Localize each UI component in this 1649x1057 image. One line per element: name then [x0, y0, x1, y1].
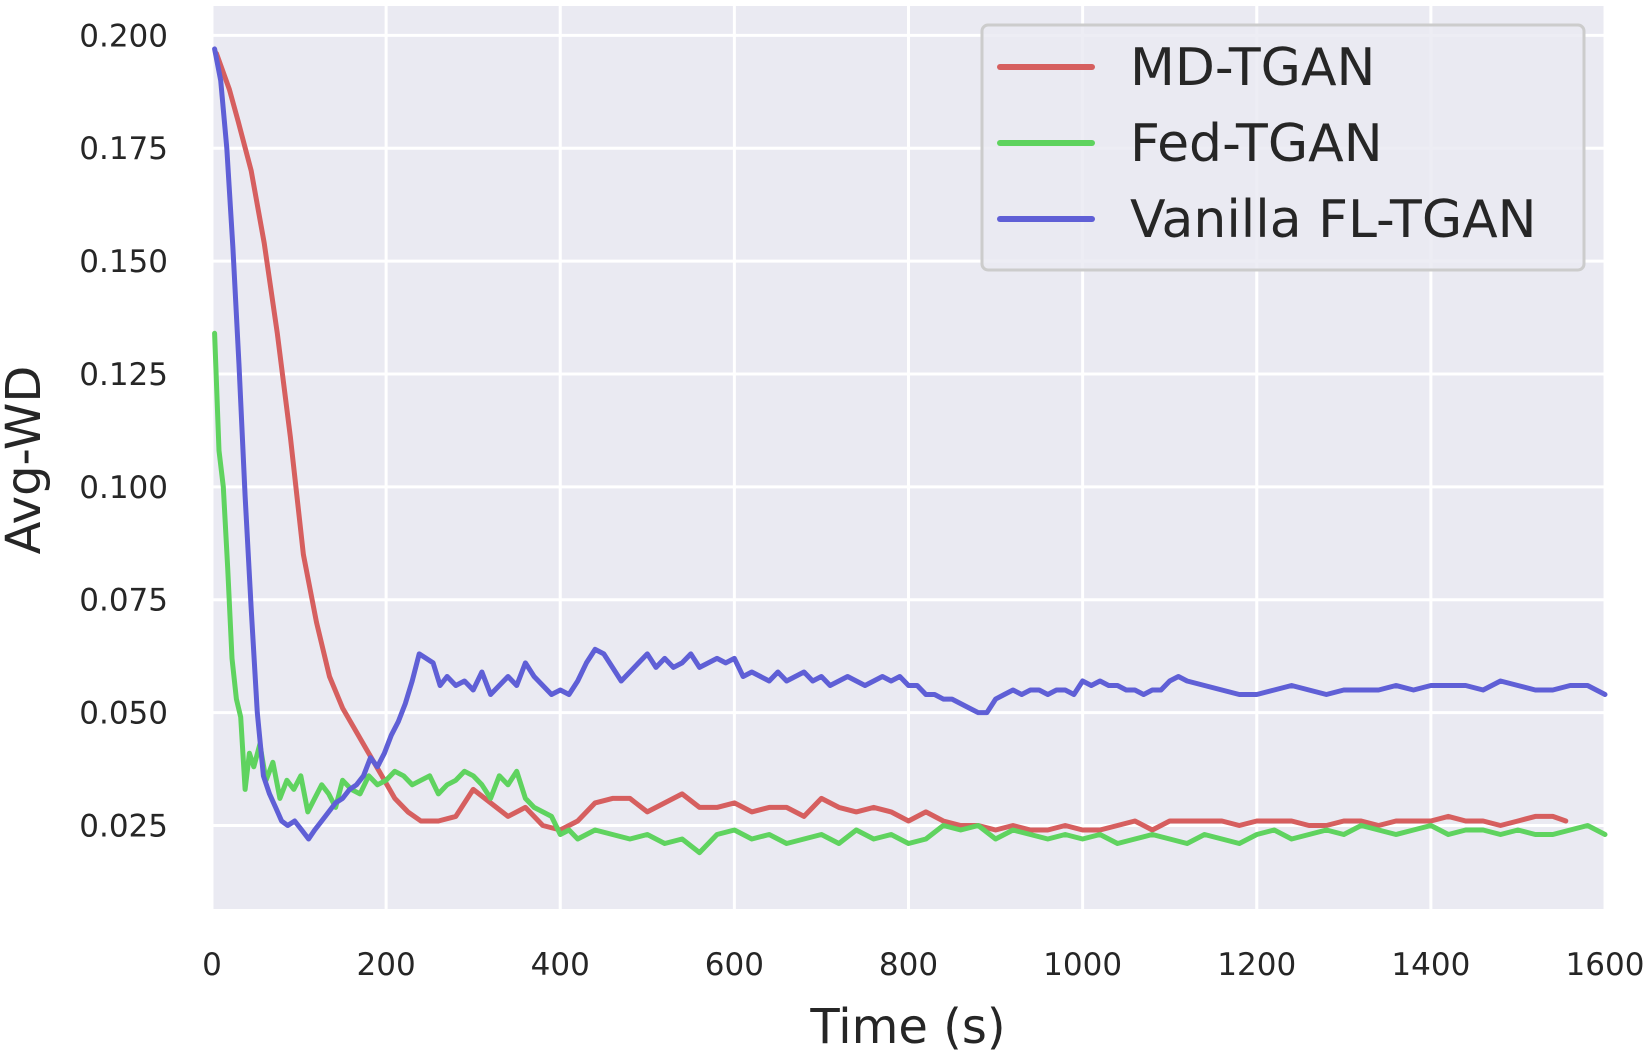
- y-tick-label: 0.175: [79, 131, 168, 167]
- x-tick-label: 1600: [1566, 947, 1645, 983]
- x-tick-label: 800: [879, 947, 938, 983]
- legend-label: Vanilla FL-TGAN: [1130, 190, 1537, 250]
- y-tick-label: 0.125: [79, 357, 168, 393]
- y-tick-label: 0.050: [79, 696, 168, 732]
- x-tick-label: 1400: [1391, 947, 1470, 983]
- y-tick-label: 0.150: [79, 244, 168, 280]
- y-tick-labels: 0.025 0.050 0.075 0.100 0.125 0.150 0.175 0.200: [79, 18, 168, 844]
- legend-label: Fed-TGAN: [1130, 114, 1383, 174]
- legend: MD-TGAN Fed-TGAN Vanilla FL-TGAN: [980, 23, 1586, 272]
- x-tick-label: 1200: [1217, 947, 1296, 983]
- y-tick-label: 0.100: [79, 470, 168, 506]
- x-tick-label: 400: [531, 947, 590, 983]
- series-line-vanilla-fl-tgan: [212, 46, 1608, 842]
- x-tick-label: 0: [202, 947, 222, 983]
- x-tick-label: 1000: [1043, 947, 1122, 983]
- series-line-fed-tgan: [212, 330, 1608, 856]
- y-tick-label: 0.200: [79, 18, 168, 54]
- y-tick-label: 0.075: [79, 583, 168, 619]
- y-axis-title: Avg-WD: [0, 366, 52, 555]
- x-tick-labels: 0 200 400 600 800 1000 1200 1400 1600: [202, 947, 1644, 983]
- series-lines: [212, 46, 1608, 856]
- legend-box: [980, 23, 1586, 272]
- x-tick-label: 600: [705, 947, 764, 983]
- x-axis-title: Time (s): [809, 999, 1005, 1055]
- series-line-md-tgan: [213, 50, 1569, 833]
- x-tick-label: 200: [357, 947, 416, 983]
- y-tick-label: 0.025: [79, 808, 168, 844]
- legend-label: MD-TGAN: [1130, 38, 1375, 98]
